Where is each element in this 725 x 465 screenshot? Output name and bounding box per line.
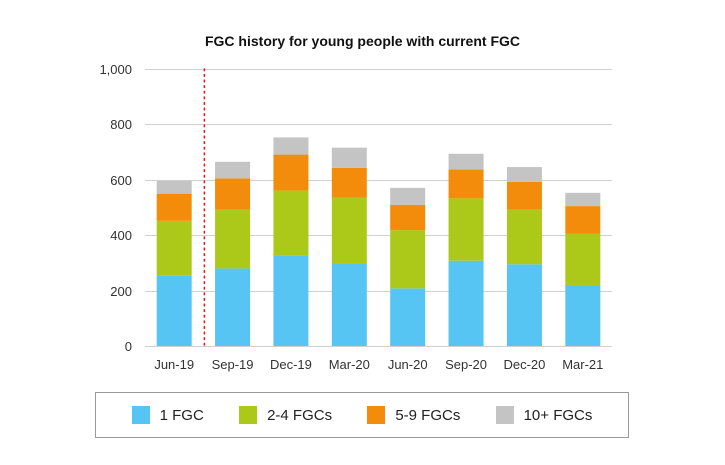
legend-label: 5-9 FGCs bbox=[395, 406, 461, 424]
bar-segment bbox=[390, 187, 426, 205]
bar-segment bbox=[215, 178, 251, 210]
bar-segment bbox=[565, 233, 601, 286]
bar-segment bbox=[273, 190, 309, 256]
legend-item: 5-9 FGCs bbox=[367, 406, 460, 424]
bars bbox=[156, 137, 601, 346]
x-tick-label: Jun-19 bbox=[154, 357, 194, 372]
legend-label: 10+ FGCs bbox=[523, 406, 593, 424]
bar-segment bbox=[565, 206, 601, 234]
bar-segment bbox=[215, 209, 251, 269]
bar-segment bbox=[331, 263, 367, 346]
x-tick-label: Mar-20 bbox=[329, 357, 370, 372]
bar-segment bbox=[565, 192, 601, 207]
x-axis-ticks: Jun-19 Sep-19 Dec-19 Mar-20 Jun-20 Sep-20 Dec-… bbox=[154, 357, 603, 372]
legend-swatch-5-9-fgcs bbox=[367, 406, 386, 424]
legend-swatch-10-fgcs bbox=[495, 406, 514, 424]
y-tick-label: 800 bbox=[110, 117, 132, 132]
bar-segment bbox=[156, 275, 192, 346]
bar-segment bbox=[390, 230, 426, 289]
x-tick-label: Dec-19 bbox=[270, 357, 312, 372]
bar-segment bbox=[273, 154, 309, 191]
bar-segment bbox=[448, 260, 484, 346]
legend-label: 2-4 FGCs bbox=[267, 406, 333, 424]
legend: 1 FGC 2-4 FGCs 5-9 FGCs 10+ FGCs bbox=[95, 392, 629, 438]
legend-item: 1 FGC bbox=[131, 406, 204, 424]
bar-segment bbox=[273, 255, 309, 346]
bar-segment bbox=[273, 137, 309, 155]
bar-segment bbox=[448, 153, 484, 170]
y-tick-label: 200 bbox=[110, 284, 132, 299]
bar-segment bbox=[331, 197, 367, 264]
legend-swatch-1-fgc bbox=[131, 406, 150, 424]
bar-segment bbox=[156, 220, 192, 276]
bar-segment bbox=[390, 288, 426, 346]
y-tick-label: 600 bbox=[110, 173, 132, 188]
y-tick-label: 0 bbox=[125, 339, 132, 354]
bar-segment bbox=[156, 180, 192, 194]
legend-swatch-2-4-fgcs bbox=[239, 406, 258, 424]
legend-label: 1 FGC bbox=[159, 406, 204, 424]
x-tick-label: Sep-20 bbox=[445, 357, 487, 372]
legend-item: 2-4 FGCs bbox=[239, 406, 332, 424]
bar-segment bbox=[156, 193, 192, 221]
y-tick-label: 400 bbox=[110, 228, 132, 243]
bar-segment bbox=[331, 167, 367, 198]
bar-segment bbox=[506, 209, 542, 265]
x-tick-label: Mar-21 bbox=[562, 357, 603, 372]
y-tick-label: 1,000 bbox=[99, 62, 132, 77]
x-tick-label: Dec-20 bbox=[503, 357, 545, 372]
bar-segment bbox=[565, 285, 601, 346]
bar-segment bbox=[390, 204, 426, 231]
x-tick-label: Sep-19 bbox=[212, 357, 254, 372]
bar-segment bbox=[506, 167, 542, 182]
bar-segment bbox=[506, 181, 542, 210]
plot-area: 0 200 400 600 800 1,000 Jun-19 Sep-19 Dec-19 Mar… bbox=[99, 62, 612, 372]
bar-segment bbox=[215, 161, 251, 179]
chart-title: FGC history for young people with curren… bbox=[204, 33, 520, 49]
legend-item: 10+ FGCs bbox=[495, 406, 593, 424]
bar-segment bbox=[215, 268, 251, 346]
bar-segment bbox=[448, 169, 484, 199]
x-tick-label: Jun-20 bbox=[388, 357, 428, 372]
bar-segment bbox=[331, 147, 367, 168]
gridlines bbox=[145, 69, 612, 347]
bar-segment bbox=[448, 198, 484, 261]
y-axis-ticks: 0 200 400 600 800 1,000 bbox=[99, 62, 132, 354]
bar-segment bbox=[506, 264, 542, 346]
